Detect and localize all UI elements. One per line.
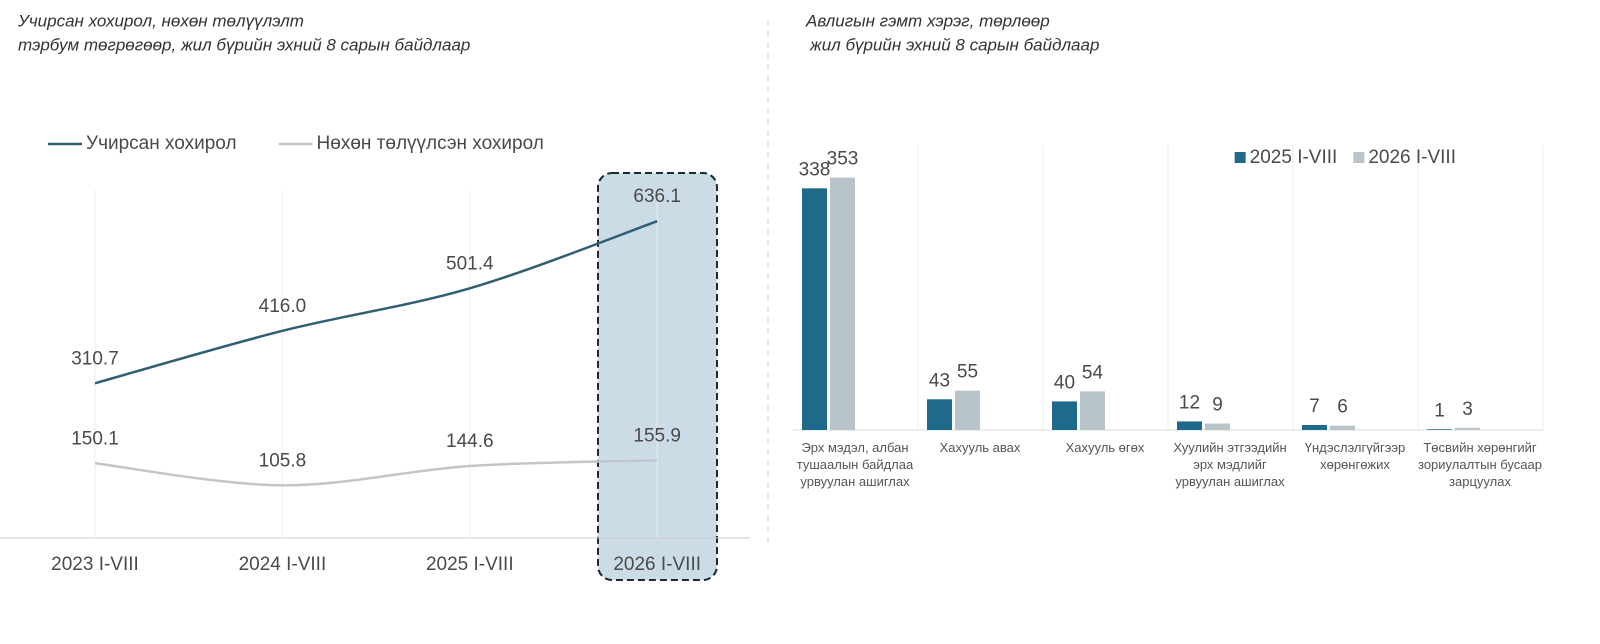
x-tick-label: 2025 I-VIII (426, 554, 514, 575)
x-tick-label: 2026 I-VIII (613, 554, 701, 575)
line-series (94, 459, 658, 487)
x-tick-label: Хахууль өгөх (1065, 440, 1145, 455)
bar (1052, 401, 1077, 430)
bar (1205, 423, 1230, 430)
x-tick-label: 2023 I-VIII (51, 554, 139, 575)
data-label: 6 (1337, 397, 1348, 418)
data-label: 105.8 (259, 450, 307, 471)
data-label: 55 (957, 362, 978, 383)
x-tick-label: 2024 I-VIII (239, 554, 327, 575)
data-label: 43 (929, 370, 950, 391)
x-tick-label: Хахууль авах (939, 440, 1021, 455)
data-label: 155.9 (633, 425, 681, 446)
data-label: 353 (827, 149, 859, 170)
line-series (94, 220, 658, 385)
chart-title: Учирсан хохирол, нөхөн төлүүлэлт (17, 11, 304, 30)
legend-swatch (1353, 152, 1365, 163)
data-label: 9 (1212, 395, 1223, 416)
bar (830, 177, 855, 430)
chart-title: Авлигын гэмт хэрэг, төрлөөр (805, 11, 1050, 30)
x-tick-label: Хуулийн этгээдийн эрх мэдлийг урвуулан а… (1173, 440, 1287, 489)
data-label: 144.6 (446, 431, 494, 452)
data-label: 150.1 (71, 428, 119, 449)
data-label: 338 (799, 159, 831, 180)
bar (955, 390, 980, 430)
x-tick-label: Төсвийн хөрөнгийг зориулалтын бусаар зар… (1418, 440, 1542, 489)
data-label: 7 (1309, 396, 1320, 417)
data-label: 3 (1462, 399, 1473, 420)
data-label: 40 (1054, 372, 1075, 393)
chart-subtitle: жил бүрийн эхний 8 сарын байдлаар (809, 35, 1099, 54)
bar (802, 188, 827, 430)
bar (1330, 425, 1355, 430)
legend-label: Учирсан хохирол (86, 133, 237, 154)
data-label: 1 (1434, 400, 1445, 421)
x-tick-label: Эрх мэдэл, албан тушаалын байдлаа урвуул… (796, 440, 914, 489)
data-label: 54 (1082, 362, 1104, 383)
data-label: 416.0 (259, 296, 307, 317)
legend-label: 2025 I-VIII (1250, 147, 1338, 168)
legend: 2025 I-VIII 2026 I-VIII (1234, 147, 1456, 168)
bar (1427, 429, 1452, 430)
bar (1455, 427, 1480, 430)
bar (1177, 421, 1202, 430)
legend: Учирсан хохирол Нөхөн төлүүлсэн хохирол (48, 133, 544, 154)
x-tick-label: Үндэслэлгүйгээр хөрөнгөжих (1304, 440, 1406, 472)
bar (1080, 391, 1105, 430)
data-label: 12 (1179, 392, 1200, 413)
legend-swatch (1234, 152, 1246, 163)
data-label: 310.7 (71, 348, 119, 369)
data-label: 636.1 (633, 186, 681, 207)
data-label: 501.4 (446, 253, 494, 274)
legend-label: 2026 I-VIII (1368, 147, 1456, 168)
bar (927, 399, 952, 430)
chart-subtitle: тэрбум төгрөгөөр, жил бүрийн эхний 8 сар… (18, 35, 470, 54)
legend-label: Нөхөн төлүүлсэн хохирол (317, 133, 544, 154)
bar (1302, 424, 1327, 430)
